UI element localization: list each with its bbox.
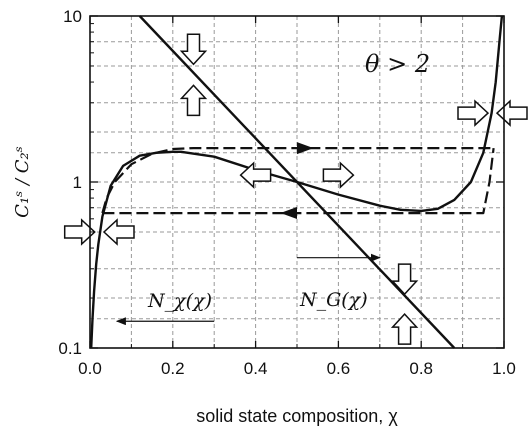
dashed-hysteresis-curve bbox=[101, 147, 492, 214]
loop-arrow-left bbox=[280, 207, 297, 220]
dashed-hysteresis-curve bbox=[102, 147, 495, 215]
loop-arrow-right bbox=[297, 142, 314, 155]
annotation-theta: θ > 2 bbox=[365, 50, 430, 78]
x-tick-label: 0.6 bbox=[327, 359, 351, 378]
stability-arrow-left bbox=[102, 218, 135, 246]
stability-arrow-left bbox=[495, 99, 528, 127]
series-label-n-chi: N_χ(χ) bbox=[147, 290, 212, 312]
x-axis-label: solid state composition, χ bbox=[196, 406, 398, 426]
stability-arrow-right bbox=[322, 161, 355, 189]
y-tick-label: 0.1 bbox=[58, 339, 82, 358]
y-tick-label: 1 bbox=[73, 173, 82, 192]
x-tick-label: 0.4 bbox=[244, 359, 268, 378]
series-curve-1 bbox=[138, 15, 456, 349]
y-axis-label: C₁ˢ / C₂ˢ bbox=[12, 146, 33, 218]
x-tick-label: 0.2 bbox=[161, 359, 185, 378]
series-label-n-g: N_G(χ) bbox=[299, 289, 368, 311]
label-pointers bbox=[115, 253, 381, 326]
stability-arrow-left bbox=[239, 161, 272, 189]
y-tick-label: 10 bbox=[63, 7, 82, 26]
stability-arrow-up bbox=[179, 84, 208, 117]
stability-arrow-right bbox=[63, 218, 96, 246]
stability-arrow-down bbox=[179, 33, 208, 66]
stability-arrow-down bbox=[390, 263, 419, 296]
stability-arrow-up bbox=[390, 312, 419, 345]
stability-arrow-right bbox=[457, 99, 490, 127]
x-tick-label: 1.0 bbox=[492, 359, 516, 378]
x-tick-label: 0.0 bbox=[78, 359, 102, 378]
x-tick-label: 0.8 bbox=[409, 359, 433, 378]
axis-ticks: 0.0 0.2 0.4 0.6 0.8 1.0 0.1 1 10 bbox=[58, 7, 515, 378]
